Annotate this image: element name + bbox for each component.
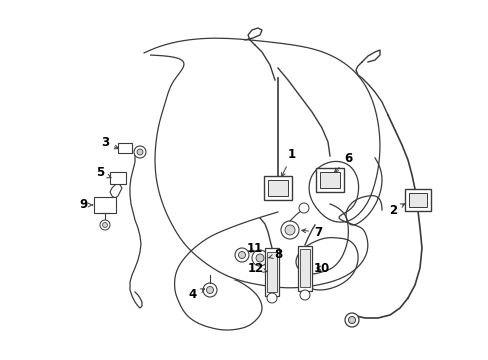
- Circle shape: [281, 221, 298, 239]
- Bar: [315, 168, 343, 192]
- Circle shape: [256, 254, 264, 262]
- Circle shape: [348, 316, 355, 324]
- Bar: [118, 143, 132, 153]
- Text: 2: 2: [388, 203, 404, 216]
- Text: 4: 4: [188, 288, 204, 302]
- Text: 5: 5: [96, 166, 111, 180]
- Circle shape: [266, 293, 276, 303]
- Circle shape: [235, 248, 248, 262]
- Circle shape: [137, 149, 142, 155]
- Circle shape: [134, 146, 146, 158]
- Bar: [267, 180, 287, 196]
- Circle shape: [100, 220, 110, 230]
- Text: 3: 3: [101, 136, 118, 149]
- Circle shape: [298, 203, 308, 213]
- Circle shape: [299, 290, 309, 300]
- Circle shape: [345, 313, 358, 327]
- Bar: [266, 252, 276, 292]
- Text: 6: 6: [334, 152, 351, 172]
- Bar: [319, 172, 339, 188]
- Bar: [297, 246, 311, 291]
- Circle shape: [251, 250, 267, 266]
- Bar: [404, 189, 430, 211]
- Text: 1: 1: [281, 148, 295, 176]
- Text: 10: 10: [313, 261, 329, 274]
- Text: 9: 9: [79, 198, 93, 211]
- Bar: [408, 193, 426, 207]
- Circle shape: [203, 283, 217, 297]
- Bar: [110, 172, 126, 184]
- Bar: [94, 197, 116, 213]
- Text: 8: 8: [268, 248, 282, 261]
- Bar: [264, 248, 279, 296]
- Text: 7: 7: [301, 225, 322, 238]
- Circle shape: [102, 222, 107, 228]
- Circle shape: [285, 225, 294, 235]
- Circle shape: [206, 287, 213, 293]
- Text: 11: 11: [246, 242, 263, 255]
- Bar: [264, 176, 291, 200]
- Circle shape: [238, 252, 245, 258]
- Bar: [299, 249, 309, 287]
- Text: 12: 12: [247, 261, 266, 274]
